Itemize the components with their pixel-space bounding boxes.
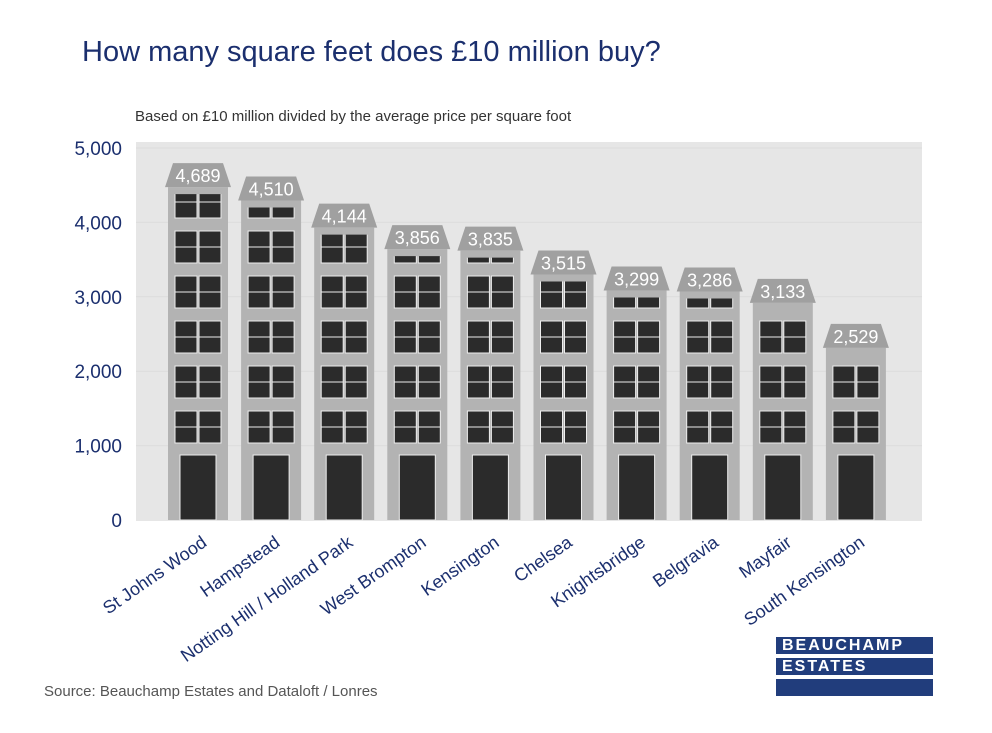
value-label: 4,689: [175, 166, 220, 186]
window-icon: [613, 297, 637, 309]
building-bar: 4,144: [311, 203, 378, 521]
building-roof: [603, 266, 670, 291]
door-icon: [325, 454, 363, 521]
logo-line-2: ESTATES: [776, 658, 933, 675]
building-roof: [384, 225, 451, 250]
building-roof: [530, 250, 597, 275]
value-label: 3,835: [468, 230, 513, 250]
source-note: Source: Beauchamp Estates and Dataloft /…: [44, 683, 378, 700]
x-tick-label: Belgravia: [649, 531, 723, 591]
building-roof: [165, 163, 231, 188]
windows: [393, 256, 441, 444]
window-icon: [271, 207, 295, 219]
value-label: 3,286: [687, 271, 732, 291]
building-roof: [457, 226, 524, 251]
building-roof: [311, 203, 378, 228]
door-icon: [252, 454, 290, 521]
value-label: 2,529: [833, 327, 878, 347]
x-tick-label: South Kensington: [740, 532, 868, 630]
door-icon: [179, 454, 217, 521]
x-tick-label: St Johns Wood: [99, 532, 210, 618]
y-tick-label: 1,000: [74, 437, 122, 458]
y-tick-label: 5,000: [74, 139, 122, 160]
door-icon: [398, 454, 436, 521]
door-icon: [618, 454, 656, 521]
windows: [320, 234, 368, 444]
y-tick-label: 2,000: [74, 362, 122, 383]
window-icon: [247, 207, 271, 219]
door-icon: [471, 454, 509, 521]
value-label: 3,133: [760, 282, 805, 302]
windows: [613, 297, 661, 444]
value-label: 3,515: [541, 253, 586, 273]
x-tick-label: Kensington: [417, 532, 502, 600]
logo-line-1: BEAUCHAMP: [776, 637, 933, 654]
chart-title: How many square feet does £10 million bu…: [82, 36, 661, 68]
windows: [686, 298, 734, 444]
y-tick-label: 4,000: [74, 213, 122, 234]
building-bar: 2,529: [822, 323, 889, 521]
value-label: 4,144: [322, 207, 367, 227]
door-icon: [764, 454, 802, 521]
value-label: 3,856: [395, 228, 440, 248]
building-roof: [676, 267, 743, 292]
value-label: 3,299: [614, 270, 659, 290]
value-label: 4,510: [249, 179, 294, 199]
window-icon: [393, 256, 417, 264]
door-icon: [545, 454, 582, 521]
windows: [466, 257, 514, 444]
window-icon: [710, 298, 734, 309]
building-bar: 3,299: [603, 266, 670, 521]
building-bar: 3,856: [384, 225, 451, 521]
x-tick-label: Mayfair: [735, 532, 795, 582]
building-bar: 4,510: [238, 176, 305, 521]
logo-bar: [776, 679, 933, 696]
beauchamp-logo: BEAUCHAMP ESTATES: [776, 637, 933, 700]
windows: [247, 207, 295, 444]
window-icon: [490, 257, 514, 264]
x-tick-label: Chelsea: [510, 531, 576, 586]
windows: [832, 365, 880, 444]
chart-subtitle: Based on £10 million divided by the aver…: [135, 108, 572, 125]
window-icon: [466, 257, 490, 264]
building-roof: [749, 278, 816, 303]
building-bar: 3,286: [676, 267, 743, 521]
building-bar: 4,689: [165, 163, 231, 521]
building-roof: [822, 323, 889, 348]
y-tick-label: 0: [111, 511, 122, 532]
windows: [759, 320, 807, 444]
door-icon: [691, 454, 729, 521]
building-bar: 3,515: [530, 250, 597, 521]
building-bar: 3,133: [749, 278, 816, 521]
window-icon: [637, 297, 661, 309]
building-bar: 3,835: [457, 226, 524, 521]
building-roof: [238, 176, 305, 201]
y-tick-label: 3,000: [74, 288, 122, 309]
door-icon: [837, 454, 875, 521]
window-icon: [686, 298, 710, 309]
windows: [540, 281, 587, 444]
window-icon: [417, 256, 441, 264]
windows: [174, 194, 222, 444]
